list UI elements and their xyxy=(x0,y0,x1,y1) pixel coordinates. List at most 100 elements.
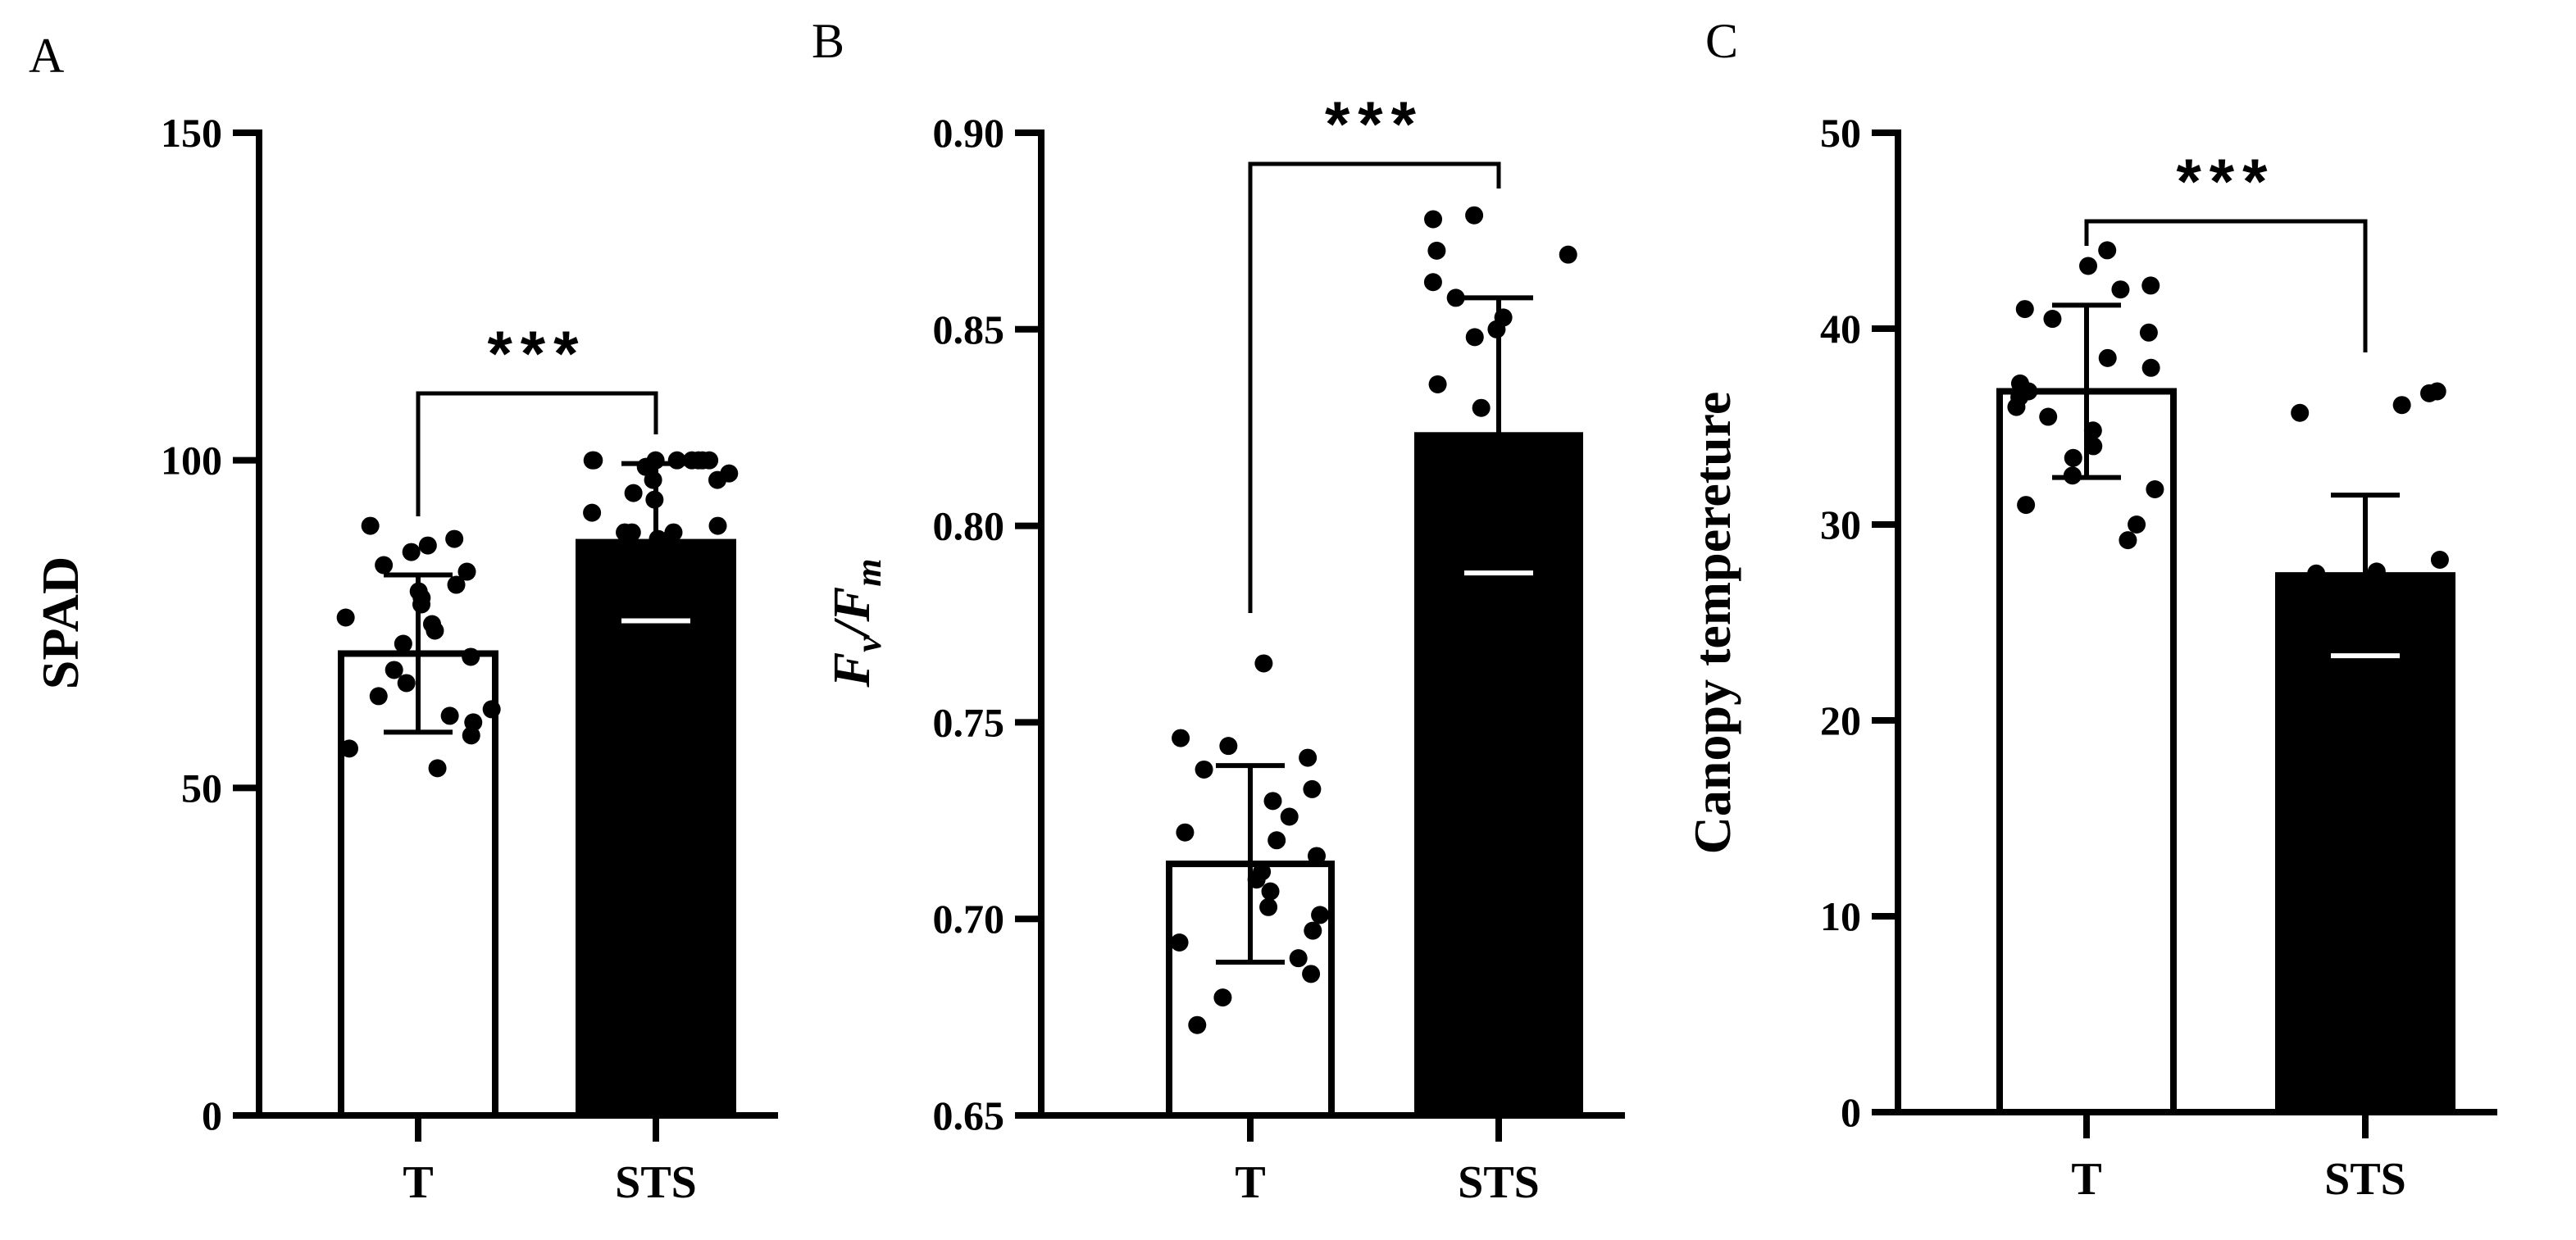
data-point xyxy=(385,661,403,679)
data-point xyxy=(1170,933,1189,952)
significance-bracket xyxy=(1248,161,1501,613)
data-point xyxy=(462,647,480,666)
data-point xyxy=(1428,375,1447,393)
data-point xyxy=(1289,949,1308,968)
panel-letter: A xyxy=(29,29,64,83)
data-point xyxy=(2098,348,2117,367)
data-point xyxy=(1213,988,1232,1007)
y-tick-label: 0 xyxy=(1841,1089,1861,1135)
data-point xyxy=(1303,779,1322,798)
x-category-label: T xyxy=(1235,1157,1265,1208)
data-point xyxy=(402,543,421,561)
data-point xyxy=(1302,965,1321,983)
data-point xyxy=(708,470,727,489)
data-point xyxy=(1188,1015,1207,1034)
data-point xyxy=(1311,906,1330,924)
y-tick-label: 150 xyxy=(161,110,222,156)
y-tick-label: 40 xyxy=(1820,306,1861,352)
data-point xyxy=(426,621,444,640)
data-point xyxy=(1261,882,1280,901)
data-point xyxy=(2141,276,2160,295)
data-point xyxy=(1280,807,1299,826)
panel-letter: C xyxy=(1705,14,1738,68)
data-point xyxy=(369,687,388,706)
data-point xyxy=(1427,241,1446,260)
data-point xyxy=(2079,257,2098,275)
data-point xyxy=(361,516,380,535)
data-point xyxy=(682,451,701,470)
data-point xyxy=(2007,397,2026,416)
data-point xyxy=(428,759,447,778)
data-point xyxy=(624,484,643,502)
data-point xyxy=(2111,280,2130,299)
data-point xyxy=(375,556,394,575)
data-point xyxy=(2039,407,2058,426)
y-axis-title: Fv/Fm xyxy=(822,559,889,688)
data-point xyxy=(394,634,412,653)
y-tick-label: 20 xyxy=(1820,697,1861,743)
y-tick-label: 50 xyxy=(181,765,222,811)
data-point xyxy=(1172,729,1190,747)
bar-sts xyxy=(576,538,736,1119)
panel-b: B Fv/Fm 0.65 0.70 0.75 0.80 0.85 0.90 T STS *** xyxy=(812,14,1625,1208)
data-point xyxy=(1259,897,1278,916)
significance-bracket xyxy=(416,391,658,516)
y-tick-label: 0 xyxy=(202,1092,222,1138)
data-point xyxy=(447,575,466,594)
data-point xyxy=(2043,310,2062,329)
x-category-label: T xyxy=(2071,1154,2101,1205)
data-point xyxy=(445,529,464,548)
y-axis-title: SPAD xyxy=(31,556,89,689)
data-point xyxy=(2291,403,2310,422)
data-point xyxy=(336,608,355,627)
data-point xyxy=(482,700,501,719)
data-point xyxy=(1465,206,1484,225)
data-point xyxy=(2128,516,2146,534)
significance-label: *** xyxy=(2176,145,2275,217)
significance-label: *** xyxy=(487,317,586,389)
data-point xyxy=(2064,448,2082,467)
data-point xyxy=(2098,241,2117,260)
panel-c: C Canopy tempereture 0 10 20 30 40 50 T STS *** xyxy=(1683,14,2497,1205)
x-category-label: STS xyxy=(2324,1154,2406,1205)
panel-letter: B xyxy=(812,14,844,68)
y-tick-label: 0.80 xyxy=(933,503,1005,549)
data-point xyxy=(708,516,727,535)
data-point xyxy=(1176,823,1195,842)
y-tick-label: 0.90 xyxy=(933,110,1005,156)
y-tick-label: 0.70 xyxy=(933,896,1005,942)
data-point xyxy=(622,523,641,542)
y-tick-label: 100 xyxy=(161,438,222,484)
data-point xyxy=(2119,531,2137,550)
data-point xyxy=(440,706,459,725)
data-point xyxy=(1465,328,1484,347)
y-axis-title-subscript: m xyxy=(849,559,889,587)
x-category-label: STS xyxy=(1458,1157,1540,1208)
data-point xyxy=(2430,551,2449,570)
panel-a: A SPAD 0 50 100 150 T STS *** xyxy=(29,29,778,1208)
data-point xyxy=(585,451,603,470)
data-point xyxy=(1304,921,1322,940)
data-point xyxy=(1307,847,1326,865)
data-point xyxy=(1559,245,1577,264)
data-point xyxy=(2141,358,2160,377)
data-point xyxy=(2139,323,2158,342)
y-axis-title-part: F xyxy=(822,652,881,688)
data-point xyxy=(1472,398,1491,417)
data-point xyxy=(2015,300,2034,319)
data-point xyxy=(457,562,476,581)
y-tick-label: 30 xyxy=(1820,502,1861,547)
x-category-label: T xyxy=(403,1157,433,1208)
significance-label: *** xyxy=(1325,88,1424,160)
data-point xyxy=(2392,396,2411,415)
y-tick-label: 10 xyxy=(1820,893,1861,939)
data-point xyxy=(583,503,602,522)
data-point xyxy=(1423,273,1442,292)
data-point xyxy=(2367,562,2386,581)
data-point xyxy=(1219,737,1238,756)
y-tick-label: 0.75 xyxy=(933,699,1005,745)
data-point xyxy=(1254,654,1273,673)
y-tick-label: 0.85 xyxy=(933,307,1005,352)
data-point xyxy=(412,595,431,614)
data-point xyxy=(462,726,480,745)
